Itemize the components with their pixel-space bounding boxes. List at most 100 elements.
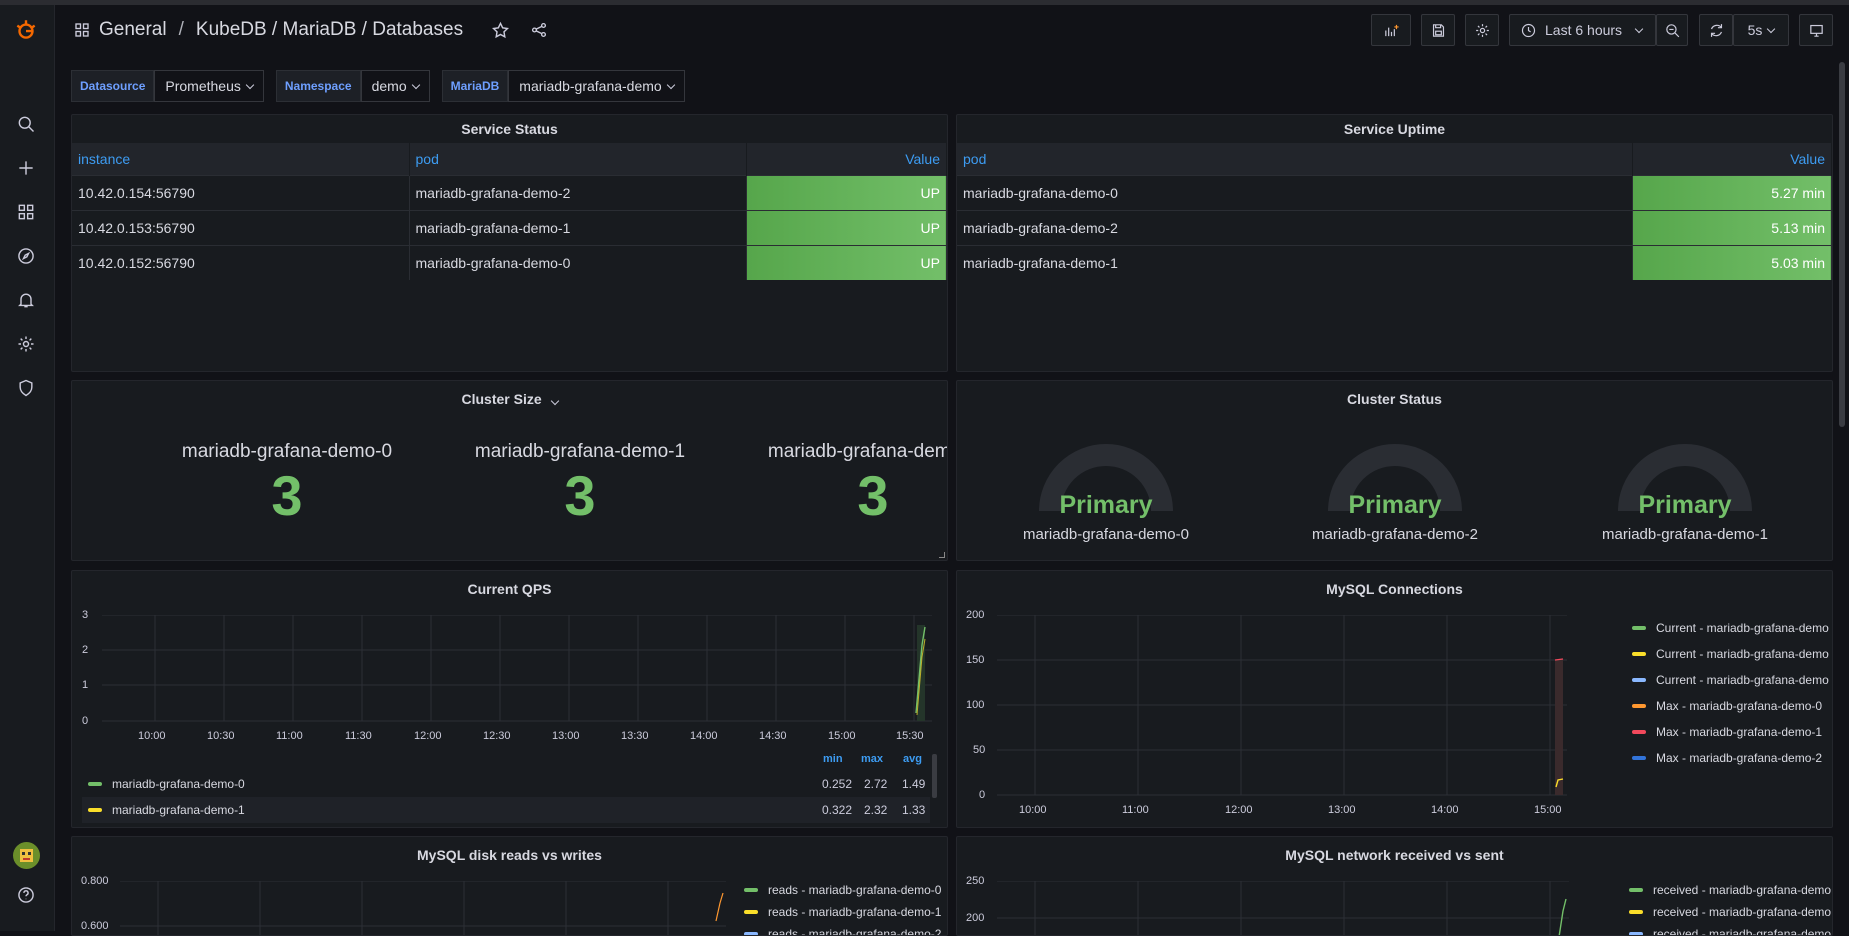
legend-item[interactable]: Current - mariadb-grafana-demo	[1632, 647, 1829, 661]
legend-header-min[interactable]: min	[823, 753, 843, 765]
cell-value: UP	[746, 209, 947, 245]
time-range-picker[interactable]: Last 6 hours	[1509, 14, 1656, 46]
network-received-sent-panel[interactable]: MySQL network received vs sent 250 200 r…	[956, 836, 1833, 936]
legend-item[interactable]: Max - mariadb-grafana-demo-1	[1632, 725, 1822, 739]
cell-value: UP	[746, 174, 947, 210]
x-tick-label: 10:30	[207, 730, 235, 742]
sidebar	[0, 5, 55, 931]
y-tick-label: 1	[82, 679, 89, 691]
legend-row[interactable]: mariadb-grafana-demo-1 0.322 2.32 1.33	[82, 797, 930, 823]
save-dashboard-button[interactable]	[1421, 14, 1455, 46]
tv-mode-button[interactable]	[1799, 14, 1833, 46]
stat-value: 3	[564, 464, 596, 527]
legend-item[interactable]: received - mariadb-grafana-demo	[1629, 905, 1831, 919]
x-tick-label: 13:00	[552, 730, 580, 742]
dashboard-settings-button[interactable]	[1465, 14, 1499, 46]
series-line-received	[1558, 898, 1567, 935]
x-tick-label: 12:00	[1225, 804, 1253, 816]
column-header-instance[interactable]: instance	[72, 143, 410, 175]
legend-header-max[interactable]: max	[861, 753, 884, 765]
mariadb-select[interactable]: mariadb-grafana-demo	[508, 70, 685, 102]
mysql-connections-panel[interactable]: MySQL Connections 200 150 100 50 0 10:00…	[956, 570, 1833, 828]
legend-item[interactable]: Max - mariadb-grafana-demo-2	[1632, 751, 1822, 765]
panel-title: Service Status	[461, 121, 558, 137]
share-icon[interactable]	[530, 21, 548, 39]
service-status-table: instance pod Value 10.42.0.154:56790 mar…	[72, 143, 947, 280]
cell-value: 5.03 min	[1632, 244, 1832, 280]
add-panel-button[interactable]	[1371, 14, 1411, 46]
x-tick-label: 15:00	[828, 730, 856, 742]
legend-swatch	[1632, 626, 1646, 630]
legend-label: Current - mariadb-grafana-demo	[1656, 673, 1829, 687]
page-scrollbar[interactable]	[1839, 62, 1845, 427]
cell-pod: mariadb-grafana-demo-0	[957, 174, 1633, 210]
legend-row[interactable]: mariadb-grafana-demo-0 0.252 2.72 1.49	[82, 771, 930, 797]
refresh-interval-label: 5s	[1747, 22, 1763, 38]
qps-plot-area[interactable]	[102, 615, 932, 723]
network-plot-area[interactable]	[997, 881, 1569, 936]
datasource-select[interactable]: Prometheus	[154, 70, 264, 102]
panel-title[interactable]: Cluster Size	[72, 385, 947, 413]
user-avatar[interactable]	[13, 842, 40, 869]
gauge-arc	[1618, 444, 1752, 512]
legend-label: received - mariadb-grafana-demo	[1653, 927, 1832, 936]
grafana-logo-icon[interactable]	[10, 14, 42, 46]
disk-plot-area[interactable]	[120, 881, 726, 936]
legend-item: mariadb-grafana-demo-0	[88, 777, 245, 791]
alerting-bell-icon[interactable]	[10, 284, 42, 316]
stat-name: mariadb-grafana-demo-0	[181, 441, 393, 462]
resize-handle[interactable]	[939, 552, 945, 558]
namespace-select[interactable]: demo	[360, 70, 430, 102]
series-line-demo-1	[916, 638, 926, 716]
legend-swatch	[1632, 756, 1646, 760]
cell-pod: mariadb-grafana-demo-2	[409, 174, 747, 210]
star-icon[interactable]	[491, 21, 510, 40]
cell-value: 5.13 min	[1632, 209, 1832, 245]
zoom-out-button[interactable]	[1656, 14, 1688, 46]
legend-item[interactable]: reads - mariadb-grafana-demo-1	[744, 905, 941, 919]
legend-swatch	[1632, 704, 1646, 708]
create-plus-icon[interactable]	[10, 152, 42, 184]
legend-item[interactable]: reads - mariadb-grafana-demo-2	[744, 927, 941, 935]
current-qps-panel[interactable]: Current QPS 3 2 1 0 10:00 10:30 11:00 11…	[71, 570, 948, 828]
column-header-value[interactable]: Value	[1632, 143, 1832, 175]
help-icon[interactable]	[10, 879, 42, 911]
legend-item[interactable]: Current - mariadb-grafana-demo	[1632, 621, 1829, 635]
connections-plot-area[interactable]	[997, 615, 1567, 797]
legend-item[interactable]: received - mariadb-grafana-demo	[1629, 927, 1832, 936]
refresh-interval-picker[interactable]: 5s	[1733, 14, 1789, 46]
server-admin-shield-icon[interactable]	[10, 372, 42, 404]
legend-scrollbar[interactable]	[932, 754, 937, 798]
legend-item[interactable]: Max - mariadb-grafana-demo-0	[1632, 699, 1822, 713]
column-header-pod[interactable]: pod	[409, 143, 747, 175]
column-header-value[interactable]: Value	[746, 143, 947, 175]
breadcrumb-folder[interactable]: General	[99, 19, 167, 40]
monitor-icon	[1809, 24, 1823, 37]
dashboards-icon[interactable]	[10, 196, 42, 228]
cluster-size-panel[interactable]: Cluster Size mariadb-grafana-demo-0 3 ma…	[71, 380, 948, 561]
breadcrumb-dashboard-title[interactable]: KubeDB / MariaDB / Databases	[195, 19, 464, 40]
x-tick-label: 10:00	[1019, 804, 1047, 816]
column-header-pod[interactable]: pod	[957, 143, 1633, 175]
panel-title: Cluster Status	[1347, 391, 1442, 407]
disk-reads-writes-panel[interactable]: MySQL disk reads vs writes 0.800 0.600 r…	[71, 836, 948, 936]
legend-label: Current - mariadb-grafana-demo	[1656, 647, 1829, 661]
legend-header-avg[interactable]: avg	[903, 753, 922, 765]
search-icon[interactable]	[10, 108, 42, 140]
configuration-gear-icon[interactable]	[10, 328, 42, 360]
legend-item[interactable]: Current - mariadb-grafana-demo	[1632, 673, 1829, 687]
explore-compass-icon[interactable]	[10, 240, 42, 272]
refresh-button[interactable]	[1699, 14, 1733, 46]
service-status-panel[interactable]: Service Status instance pod Value 10.42.…	[71, 114, 948, 372]
legend-label: Current - mariadb-grafana-demo	[1656, 621, 1829, 635]
x-tick-label: 14:30	[759, 730, 787, 742]
time-range-label: Last 6 hours	[1545, 22, 1623, 38]
legend-item[interactable]: reads - mariadb-grafana-demo-0	[744, 883, 941, 897]
cell-pod: mariadb-grafana-demo-0	[409, 244, 747, 280]
panel-title: Current QPS	[467, 581, 552, 597]
x-tick-label: 12:30	[483, 730, 511, 742]
legend-item[interactable]: received - mariadb-grafana-demo	[1629, 883, 1831, 897]
cluster-status-panel[interactable]: Cluster Status Primary mariadb-grafana-d…	[956, 380, 1833, 561]
service-uptime-panel[interactable]: Service Uptime pod Value mariadb-grafana…	[956, 114, 1833, 372]
legend-label: reads - mariadb-grafana-demo-0	[768, 883, 942, 897]
